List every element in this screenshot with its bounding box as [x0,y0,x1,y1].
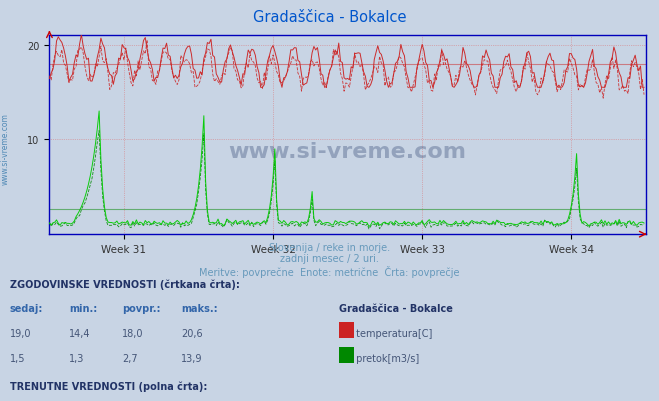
Text: www.si-vreme.com: www.si-vreme.com [1,113,10,184]
Text: 13,9: 13,9 [181,353,203,363]
Text: Gradaščica - Bokalce: Gradaščica - Bokalce [253,10,406,25]
Text: sedaj:: sedaj: [10,304,43,314]
Text: 14,4: 14,4 [69,328,91,338]
Text: ZGODOVINSKE VREDNOSTI (črtkana črta):: ZGODOVINSKE VREDNOSTI (črtkana črta): [10,279,240,289]
Text: Gradaščica - Bokalce: Gradaščica - Bokalce [339,304,453,314]
Text: 1,5: 1,5 [10,353,26,363]
Text: maks.:: maks.: [181,304,218,314]
Text: zadnji mesec / 2 uri.: zadnji mesec / 2 uri. [280,254,379,264]
Text: 2,7: 2,7 [122,353,138,363]
Text: 19,0: 19,0 [10,328,32,338]
Text: 18,0: 18,0 [122,328,144,338]
Text: 1,3: 1,3 [69,353,84,363]
Text: www.si-vreme.com: www.si-vreme.com [229,141,467,161]
Text: Meritve: povprečne  Enote: metrične  Črta: povprečje: Meritve: povprečne Enote: metrične Črta:… [199,265,460,277]
Text: 20,6: 20,6 [181,328,203,338]
Text: povpr.:: povpr.: [122,304,160,314]
Text: temperatura[C]: temperatura[C] [353,328,432,338]
Text: pretok[m3/s]: pretok[m3/s] [353,353,419,363]
Text: TRENUTNE VREDNOSTI (polna črta):: TRENUTNE VREDNOSTI (polna črta): [10,381,208,391]
Text: Slovenija / reke in morje.: Slovenija / reke in morje. [269,243,390,253]
Text: min.:: min.: [69,304,98,314]
